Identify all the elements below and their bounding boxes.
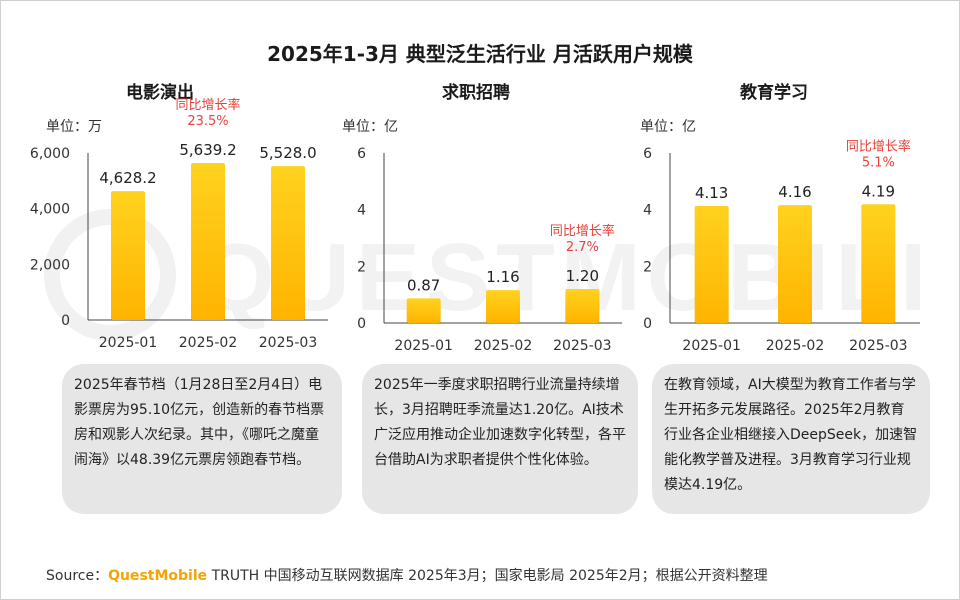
y-tick-label: 2 (643, 259, 652, 275)
bar-chart: 0 2 4 6 4.13 2025-01 4.16 2025-02 4.19 2025-03 同比增… (643, 138, 920, 354)
chart-title: 教育学习 (740, 83, 808, 103)
y-tick-label: 6 (643, 146, 652, 162)
bar-chart: 0 2,000 4,000 6,000 4,628.2 2025-01 5,639.2 202… (30, 97, 328, 351)
bar (778, 205, 812, 323)
unit-label: 单位：亿 (640, 119, 696, 135)
note-box: 2025年春节档（1月28日至2月4日）电影票房为95.10亿元，创造新的春节档… (62, 364, 342, 514)
note-box: 2025年一季度求职招聘行业流量持续增长，3月招聘旺季流量达1.20亿。AI技术… (362, 364, 638, 514)
x-tick-label: 2025-03 (259, 335, 318, 351)
data-label: 0.87 (407, 276, 440, 294)
bar (111, 191, 145, 320)
data-label: 4,628.2 (99, 169, 156, 187)
growth-value: 23.5% (187, 114, 228, 129)
source-text: TRUTH 中国移动互联网数据库 2025年3月；国家电影局 2025年2月；根… (207, 568, 768, 584)
growth-value: 2.7% (566, 240, 599, 255)
y-tick-label: 6 (357, 146, 366, 162)
y-tick-label: 2,000 (30, 257, 70, 273)
data-label: 1.16 (486, 268, 519, 286)
x-tick-label: 2025-01 (394, 338, 453, 354)
x-tick-label: 2025-02 (474, 338, 533, 354)
growth-label: 同比增长率 (846, 138, 911, 154)
source-line: Source：QuestMobile TRUTH 中国移动互联网数据库 2025… (46, 565, 768, 585)
source-brand: QuestMobile (108, 568, 208, 584)
bar (191, 163, 225, 320)
y-tick-label: 4 (357, 203, 366, 219)
growth-label: 同比增长率 (550, 223, 615, 239)
y-tick-label: 0 (61, 313, 70, 329)
chart-title: 求职招聘 (442, 83, 510, 103)
bar (486, 290, 520, 323)
unit-label: 单位：万 (46, 119, 102, 135)
chart-title: 电影演出 (126, 83, 194, 103)
bar (861, 204, 896, 323)
y-tick-label: 2 (357, 259, 366, 275)
y-tick-label: 4,000 (30, 202, 70, 218)
x-tick-label: 2025-01 (682, 338, 741, 354)
x-tick-label: 2025-03 (849, 338, 908, 354)
growth-label: 同比增长率 (175, 97, 240, 113)
x-tick-label: 2025-02 (179, 335, 238, 351)
source-label: Source： (46, 568, 109, 584)
x-tick-label: 2025-03 (553, 338, 612, 354)
page-title: 2025年1-3月 典型泛生活行业 月活跃用户规模 (267, 42, 693, 66)
data-label: 4.19 (862, 182, 895, 200)
bar-chart: 0 2 4 6 0.87 2025-01 1.16 2025-02 1.20 2025-03 同比增… (357, 146, 622, 354)
note-box: 在教育领域，AI大模型为教育工作者与学生开拓多元发展路径。2025年2月教育行业… (652, 364, 930, 514)
bar (565, 289, 600, 323)
data-label: 5,528.0 (259, 144, 316, 162)
y-tick-label: 4 (643, 203, 652, 219)
chart-panel: 电影演出单位：万 0 2,000 4,000 6,000 4,628.2 2025-01 5,… (30, 0, 340, 600)
bar (271, 166, 305, 320)
y-tick-label: 0 (357, 316, 366, 332)
x-tick-label: 2025-01 (99, 335, 158, 351)
data-label: 4.13 (695, 184, 728, 202)
data-label: 1.20 (566, 267, 599, 285)
y-tick-label: 0 (643, 316, 652, 332)
chart-panel: 教育学习单位：亿 0 2 4 6 4.13 2025-01 4.16 2025-02 4.19 20… (634, 0, 934, 600)
y-tick-label: 6,000 (30, 146, 70, 162)
chart-panel: 求职招聘单位：亿 0 2 4 6 0.87 2025-01 1.16 2025-02 1.20 20… (336, 0, 636, 600)
data-label: 4.16 (778, 183, 811, 201)
growth-value: 5.1% (862, 155, 895, 170)
bar (694, 205, 729, 323)
data-label: 5,639.2 (179, 141, 236, 159)
unit-label: 单位：亿 (342, 119, 398, 135)
x-tick-label: 2025-02 (766, 338, 825, 354)
bar (406, 298, 441, 323)
